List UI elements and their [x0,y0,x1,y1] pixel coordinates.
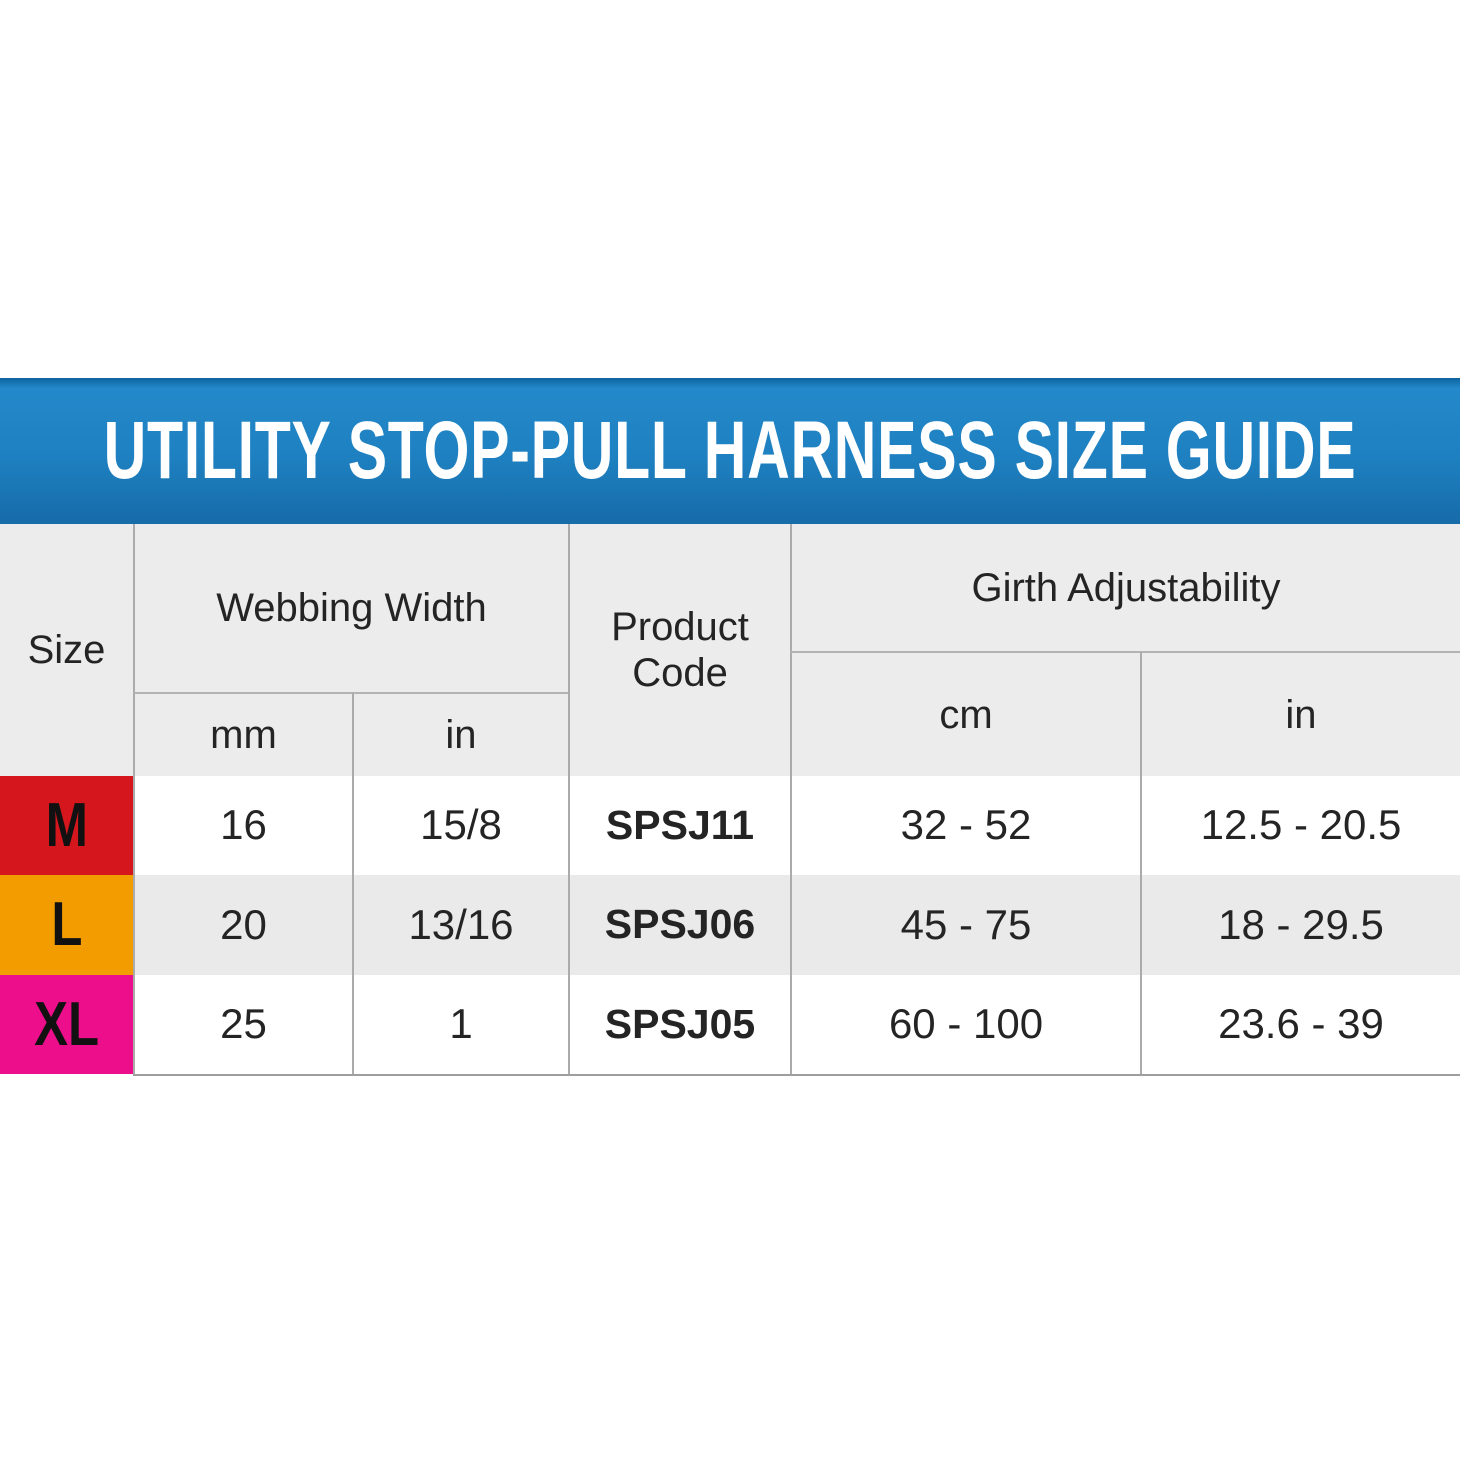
size-label-xl: XL [34,989,99,1059]
size-label-l: L [50,890,83,960]
cell-m-girth-cm: 32 - 52 [790,776,1140,875]
value-xl-girth-in: 23.6 - 39 [1218,1000,1384,1048]
cell-l-girth-in: 18 - 29.5 [1140,875,1460,975]
header-girth-group: Girth Adjustability [790,524,1460,651]
size-label-m: M [45,790,88,860]
cell-xl-webbing-in: 1 [352,975,568,1074]
page-title: UTILITY STOP-PULL HARNESS SIZE GUIDE [103,405,1357,496]
header-size-label: Size [27,628,106,672]
cell-l-webbing-in: 13/16 [352,875,568,975]
value-m-girth-in: 12.5 - 20.5 [1200,801,1402,849]
cell-xl-girth-cm: 60 - 100 [790,975,1140,1074]
title-banner: UTILITY STOP-PULL HARNESS SIZE GUIDE [0,378,1460,524]
value-xl-girth-cm: 60 - 100 [888,1000,1044,1048]
header-girth-label: Girth Adjustability [971,565,1281,610]
cell-xl-webbing-mm: 25 [133,975,352,1074]
value-l-girth-in: 18 - 29.5 [1218,900,1384,948]
value-xl-in: 1 [449,1000,473,1048]
value-l-girth-cm: 45 - 75 [900,900,1032,948]
value-l-mm: 20 [220,900,267,948]
size-swatch-l: L [0,875,133,975]
cell-m-webbing-mm: 16 [133,776,352,875]
header-size: Size [0,524,133,776]
value-xl-mm: 25 [220,1000,267,1048]
header-webbing-mm-label: mm [210,713,277,757]
header-girth-cm: cm [790,651,1140,776]
header-webbing-width-group: Webbing Width [133,524,568,692]
value-m-code: SPSJ11 [605,801,755,848]
cell-m-girth-in: 12.5 - 20.5 [1140,776,1460,875]
value-xl-code: SPSJ05 [604,1000,756,1047]
cell-xl-girth-in: 23.6 - 39 [1140,975,1460,1074]
value-l-in: 13/16 [408,900,514,948]
value-m-in: 15/8 [420,801,502,849]
cell-m-webbing-in: 15/8 [352,776,568,875]
value-m-girth-cm: 32 - 52 [900,801,1032,849]
cell-m-product-code: SPSJ11 [568,776,790,875]
cell-l-webbing-mm: 20 [133,875,352,975]
value-l-code: SPSJ06 [604,901,756,948]
header-girth-cm-label: cm [939,692,993,737]
header-webbing-in: in [352,692,568,776]
header-webbing-mm: mm [133,692,352,776]
header-girth-in-label: in [1285,692,1317,737]
value-m-mm: 16 [220,801,267,849]
size-swatch-m: M [0,776,133,875]
cell-l-product-code: SPSJ06 [568,875,790,975]
header-webbing-in-label: in [445,713,477,757]
table-bottom-border [133,1074,1460,1076]
cell-l-girth-cm: 45 - 75 [790,875,1140,975]
size-swatch-xl: XL [0,975,133,1074]
cell-xl-product-code: SPSJ05 [568,975,790,1074]
header-webbing-width-label: Webbing Width [216,586,487,630]
header-product-code-label: Product Code [611,605,749,695]
header-girth-in: in [1140,651,1460,776]
header-product-code: Product Code [568,524,790,776]
